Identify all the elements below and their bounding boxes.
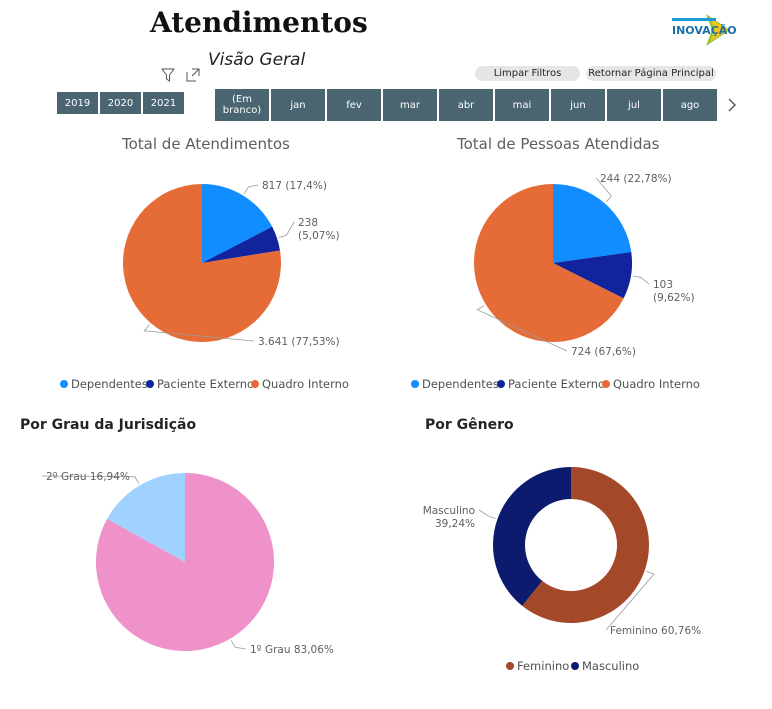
leader-line-paciente-externo (632, 275, 650, 285)
filter-icon[interactable] (161, 67, 175, 82)
data-label-dependentes: 244 (22,78%) (600, 173, 672, 185)
year-2021[interactable]: 2021 (143, 92, 184, 114)
chart-title-pessoas: Total de Pessoas Atendidas (457, 135, 660, 153)
logo-text: INOVAÇÃO (672, 24, 737, 37)
month-fev[interactable]: fev (327, 89, 381, 121)
data-label-line: Masculino (423, 505, 475, 517)
data-label-line: (9,62%) (653, 292, 695, 304)
month-abr[interactable]: abr (439, 89, 493, 121)
leader-line-quadro-interno (143, 324, 255, 342)
data-label-line: 103 (653, 279, 673, 291)
month-blank[interactable]: (Em branco) (215, 89, 269, 121)
leader-line-2-grau (41, 475, 140, 484)
data-label-feminino: Feminino 60,76% (610, 625, 701, 637)
data-label-1-grau: 1º Grau 83,06% (250, 644, 334, 656)
leader-line-feminino (605, 571, 655, 631)
legend-label-quadro-interno: Quadro Interno (613, 377, 700, 391)
chevron-right-icon[interactable] (727, 97, 737, 113)
donut-chart-genero: Feminino 60,76%Masculino 39,24%Feminino Ma… (423, 467, 701, 673)
legend-marker-paciente-externo (146, 380, 154, 388)
leader-line-1-grau (230, 640, 247, 650)
month-jul[interactable]: jul (607, 89, 661, 121)
data-label-2-grau: 2º Grau 16,94% (46, 471, 130, 483)
chart-title-genero: Por Gênero (425, 417, 514, 433)
month-slicer: (Em branco) jan fev mar abr mai jun jul … (215, 89, 721, 121)
expand-icon[interactable] (186, 67, 200, 82)
legend-label-dependentes: Dependentes (422, 377, 499, 391)
slice-masculino (493, 467, 571, 606)
leader-line-masculino (478, 509, 496, 519)
page-title: Atendimentos (150, 6, 368, 39)
slice-paciente-externo (202, 226, 281, 263)
legend-marker-quadro-interno (251, 380, 259, 388)
pie-chart-atendimentos: 817 (17,4%) 238 (5,07%) 3.641 (77,53%) Depen… (60, 180, 349, 391)
data-label-quadro-interno: 3.641 (77,53%) (258, 336, 340, 348)
leader-line-paciente-externo (278, 221, 295, 239)
leader-line-dependentes (595, 177, 612, 203)
month-mar[interactable]: mar (383, 89, 437, 121)
legend-marker-feminino (506, 662, 514, 670)
legend-label-paciente-externo: Paciente Externo (157, 377, 254, 391)
chart-title-atendimentos: Total de Atendimentos (122, 135, 290, 153)
year-2019[interactable]: 2019 (57, 92, 98, 114)
month-ago[interactable]: ago (663, 89, 717, 121)
month-jan[interactable]: jan (271, 89, 325, 121)
year-slicer: 2019 2020 2021 (57, 92, 187, 114)
legend-label-quadro-interno: Quadro Interno (262, 377, 349, 391)
data-label-masculino: Masculino 39,24% (423, 505, 475, 530)
slice-dependentes (202, 184, 273, 263)
legend-marker-quadro-interno (602, 380, 610, 388)
legend-marker-dependentes (60, 380, 68, 388)
data-label-line: 238 (298, 217, 318, 229)
legend-marker-masculino (571, 662, 579, 670)
month-jun[interactable]: jun (551, 89, 605, 121)
page-subtitle: Visão Geral (208, 50, 306, 70)
data-label-paciente-externo: 238 (5,07%) (298, 217, 340, 242)
slice-paciente-externo (553, 252, 632, 299)
slice-quadro-interno (123, 184, 281, 342)
legend-marker-dependentes (411, 380, 419, 388)
data-label-quadro-interno: 724 (67,6%) (571, 346, 636, 358)
pie-chart-pessoas: 244 (22,78%) 103 (9,62%) 724 (67,6%) Depende… (411, 173, 700, 391)
legend-label-dependentes: Dependentes (71, 377, 148, 391)
leader-line-dependentes (243, 184, 259, 195)
clear-filters-button[interactable]: Limpar Filtros (475, 66, 580, 81)
slice-2-grau (107, 473, 185, 562)
return-home-button[interactable]: Retornar Página Principal (586, 66, 716, 81)
logo-graphic (672, 14, 730, 46)
legend-marker-paciente-externo (497, 380, 505, 388)
legend-label-masculino: Masculino (582, 659, 639, 673)
chart-title-jurisdicao: Por Grau da Jurisdição (20, 417, 197, 433)
legend-label-feminino: Feminino (517, 659, 569, 673)
data-label-paciente-externo: 103 (9,62%) (653, 279, 695, 304)
year-2020[interactable]: 2020 (100, 92, 141, 114)
leader-line-quadro-interno (476, 305, 568, 352)
pie-chart-jurisdicao: 1º Grau 83,06% 2º Grau 16,94% (41, 471, 334, 656)
month-mai[interactable]: mai (495, 89, 549, 121)
inovacao-logo: INOVAÇÃO (670, 12, 737, 48)
slice-dependentes (553, 184, 632, 263)
slice-quadro-interno (474, 184, 624, 342)
data-label-line: 39,24% (435, 518, 475, 530)
legend-label-paciente-externo: Paciente Externo (508, 377, 605, 391)
slice-feminino (522, 467, 650, 624)
data-label-line: (5,07%) (298, 230, 340, 242)
data-label-dependentes: 817 (17,4%) (262, 180, 327, 192)
